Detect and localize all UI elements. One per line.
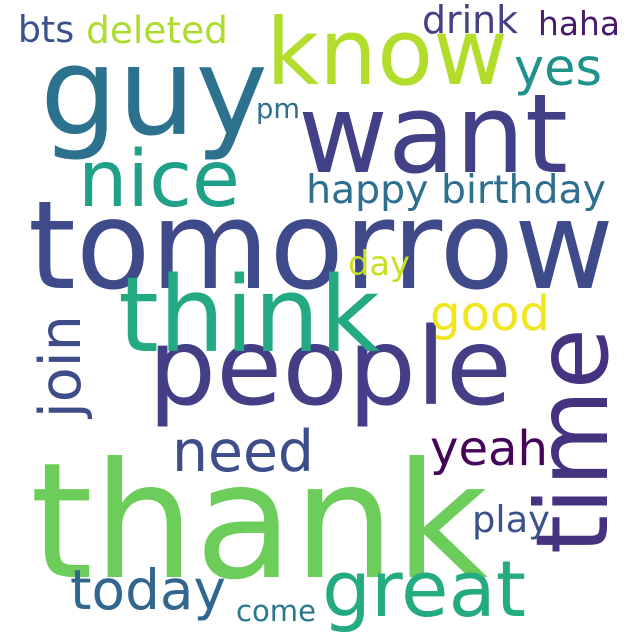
word-tomorrow: tomorrow: [28, 174, 614, 317]
word-today: today: [70, 557, 226, 622]
word-need: need: [172, 418, 314, 485]
word-guy: guy: [40, 19, 268, 163]
word-great: great: [322, 545, 526, 636]
word-play: play: [472, 497, 550, 541]
word-happy-birthday: happy birthday: [306, 167, 606, 214]
word-good: good: [430, 285, 550, 342]
word-day: day: [348, 244, 410, 284]
word-nice: nice: [78, 135, 240, 225]
word-thank: thank: [30, 428, 488, 616]
word-yeah: yeah: [430, 420, 548, 477]
word-want: want: [298, 70, 568, 199]
word-haha: haha: [538, 3, 620, 43]
word-bts: bts: [17, 7, 75, 51]
word-people: people: [148, 304, 512, 430]
word-deleted: deleted: [86, 8, 228, 53]
word-think: think: [118, 254, 380, 376]
word-yes: yes: [514, 38, 602, 98]
word-drink: drink: [422, 0, 518, 43]
word-know: know: [266, 0, 508, 107]
word-come: come: [236, 594, 316, 629]
word-pm: pm: [256, 94, 300, 126]
word-join: join: [28, 314, 95, 418]
